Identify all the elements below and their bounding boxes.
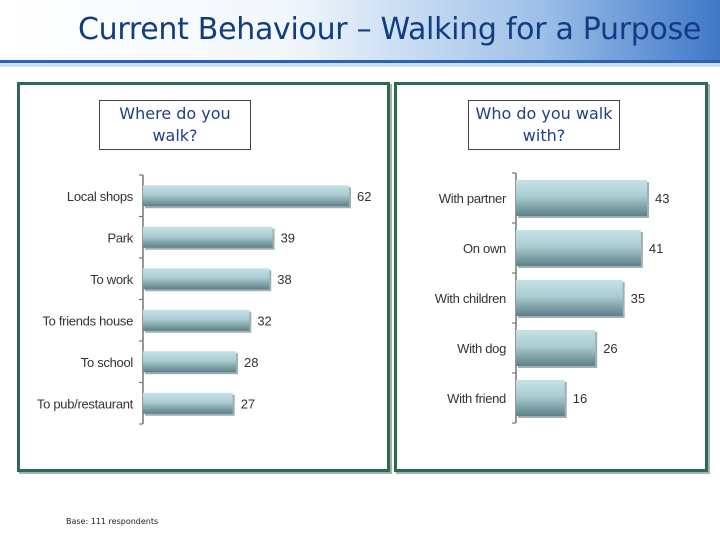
category-label: On own: [463, 241, 506, 256]
chart-panel-where: Where do you walk? Local shops 62 Park 39 To…: [17, 82, 390, 472]
category-label: With children: [435, 291, 506, 306]
bar: [143, 226, 273, 248]
base-footnote: Base: 111 respondents: [66, 517, 159, 526]
chart-title: Who do you walk with?: [468, 100, 620, 150]
bar: [143, 309, 250, 331]
data-label: 62: [357, 189, 371, 204]
category-label: With dog: [457, 341, 506, 356]
category-label: To work: [90, 272, 133, 287]
bar: [143, 185, 349, 207]
category-label: With friend: [447, 391, 506, 406]
category-label: To school: [81, 355, 134, 370]
bar: [516, 330, 596, 366]
slide-title: Current Behaviour – Walking for a Purpos…: [78, 12, 702, 47]
chart-panel-who: Who do you walk with? With partner 43 On o…: [394, 82, 708, 472]
bar-chart-who: With partner 43 On own 41 With children 35 Wit…: [435, 172, 669, 424]
bar: [143, 268, 270, 290]
data-label: 27: [241, 396, 255, 411]
data-label: 35: [631, 291, 645, 306]
bar: [516, 380, 565, 416]
data-label: 32: [257, 313, 271, 328]
data-label: 38: [277, 272, 291, 287]
bar-chart-where: Local shops 62 Park 39 To work 38 To friends h…: [37, 174, 371, 425]
category-label: With partner: [439, 191, 507, 206]
data-label: 39: [281, 230, 295, 245]
chart-title: Where do you walk?: [99, 100, 251, 150]
bar: [143, 351, 237, 373]
bar: [143, 392, 233, 414]
bar: [516, 180, 647, 216]
category-label: Park: [107, 230, 133, 245]
category-label: To pub/restaurant: [37, 396, 134, 411]
data-label: 26: [603, 341, 617, 356]
category-label: To friends house: [42, 313, 133, 328]
slide-header: Current Behaviour – Walking for a Purpos…: [0, 0, 720, 63]
data-label: 28: [244, 355, 258, 370]
data-label: 43: [655, 191, 669, 206]
data-label: 41: [649, 241, 663, 256]
data-label: 16: [573, 391, 587, 406]
bar: [516, 230, 641, 266]
header-divider: [0, 63, 720, 67]
category-label: Local shops: [67, 189, 134, 204]
bar: [516, 280, 623, 316]
